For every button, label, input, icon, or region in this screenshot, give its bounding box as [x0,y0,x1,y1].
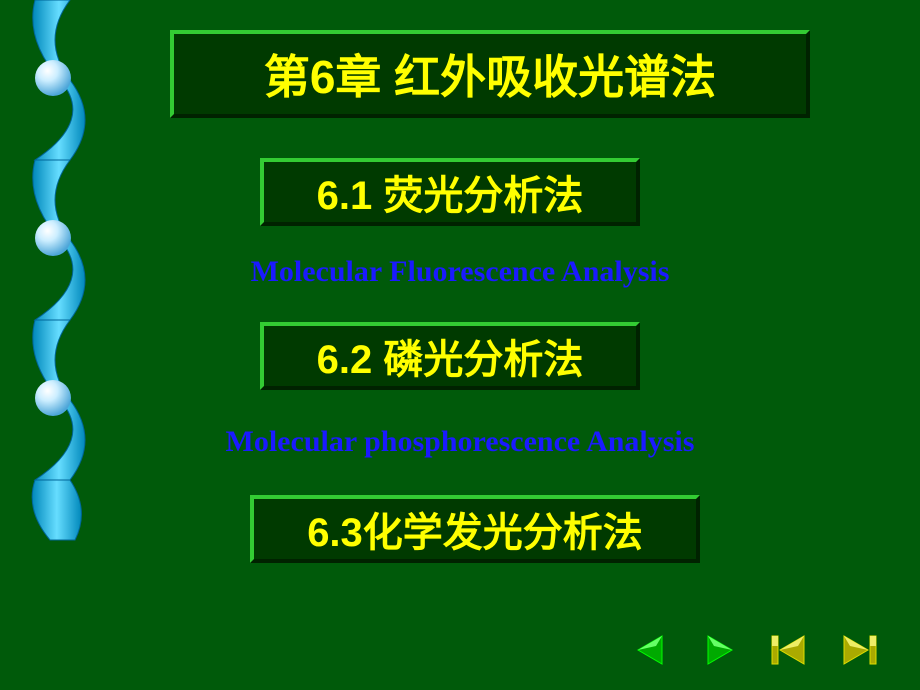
section-2-subtitle-en: Molecular phosphorescence Analysis [0,425,920,459]
section-3-box: 6.3化学发光分析法 [250,495,700,563]
prev-button[interactable] [630,630,670,670]
section-3-label: 6.3化学发光分析法 [307,500,643,558]
nav-button-group [630,630,880,670]
section-2-box: 6.2 磷光分析法 [260,322,640,390]
section-1-label: 6.1 荧光分析法 [317,163,584,221]
section-1-box: 6.1 荧光分析法 [260,158,640,226]
chapter-title: 第6章 红外吸收光谱法 [264,41,716,107]
next-button[interactable] [700,630,740,670]
first-button[interactable] [770,630,810,670]
last-button[interactable] [840,630,880,670]
section-2-label: 6.2 磷光分析法 [317,327,584,385]
section-1-subtitle-en: Molecular Fluorescence Analysis [0,255,920,289]
chapter-title-box: 第6章 红外吸收光谱法 [170,30,810,118]
